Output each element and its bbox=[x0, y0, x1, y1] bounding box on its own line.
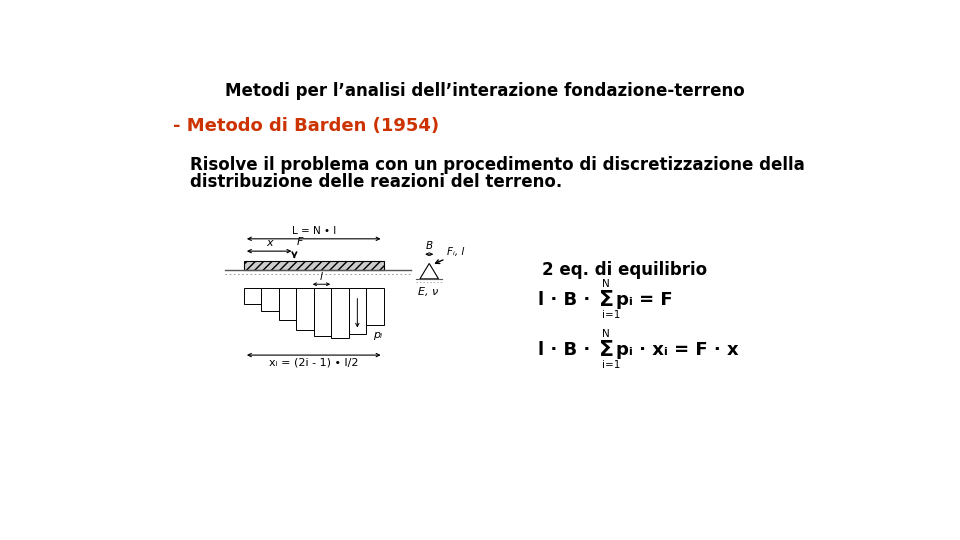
Bar bbox=[297, 288, 314, 330]
Bar bbox=[244, 288, 261, 303]
Bar bbox=[331, 288, 348, 338]
Bar bbox=[261, 288, 278, 311]
Bar bbox=[278, 288, 297, 320]
Text: Risolve il problema con un procedimento di discretizzazione della: Risolve il problema con un procedimento … bbox=[190, 156, 804, 174]
Bar bbox=[244, 261, 383, 271]
Text: 2 eq. di equilibrio: 2 eq. di equilibrio bbox=[542, 261, 708, 279]
Text: N: N bbox=[602, 279, 610, 289]
Text: pᵢ: pᵢ bbox=[373, 330, 382, 340]
Text: - Metodo di Barden (1954): - Metodo di Barden (1954) bbox=[173, 117, 439, 135]
Bar bbox=[348, 288, 366, 334]
Text: distribuzione delle reazioni del terreno.: distribuzione delle reazioni del terreno… bbox=[190, 173, 562, 191]
Text: E, ν: E, ν bbox=[419, 287, 439, 296]
Text: i=1: i=1 bbox=[602, 361, 620, 370]
Text: l · B ·: l · B · bbox=[539, 341, 590, 359]
Text: i=1: i=1 bbox=[602, 310, 620, 320]
Text: F: F bbox=[297, 237, 303, 247]
Text: N: N bbox=[602, 329, 610, 339]
Text: pᵢ · xᵢ = F · x: pᵢ · xᵢ = F · x bbox=[616, 341, 738, 359]
Text: Fᵢ, l: Fᵢ, l bbox=[447, 247, 465, 257]
Polygon shape bbox=[420, 264, 439, 279]
Bar bbox=[366, 288, 383, 325]
Text: Metodi per l’analisi dell’interazione fondazione-terreno: Metodi per l’analisi dell’interazione fo… bbox=[225, 82, 744, 100]
Text: l · B ·: l · B · bbox=[539, 291, 590, 309]
Text: pᵢ = F: pᵢ = F bbox=[616, 291, 673, 309]
Text: Σ: Σ bbox=[599, 289, 614, 309]
Text: xᵢ = (2i - 1) • l/2: xᵢ = (2i - 1) • l/2 bbox=[269, 357, 358, 367]
Text: L = N • l: L = N • l bbox=[292, 226, 336, 236]
Text: l: l bbox=[320, 272, 323, 282]
Text: Σ: Σ bbox=[599, 340, 614, 360]
Text: B: B bbox=[425, 241, 433, 251]
Bar bbox=[314, 288, 331, 336]
Text: x: x bbox=[266, 238, 273, 248]
